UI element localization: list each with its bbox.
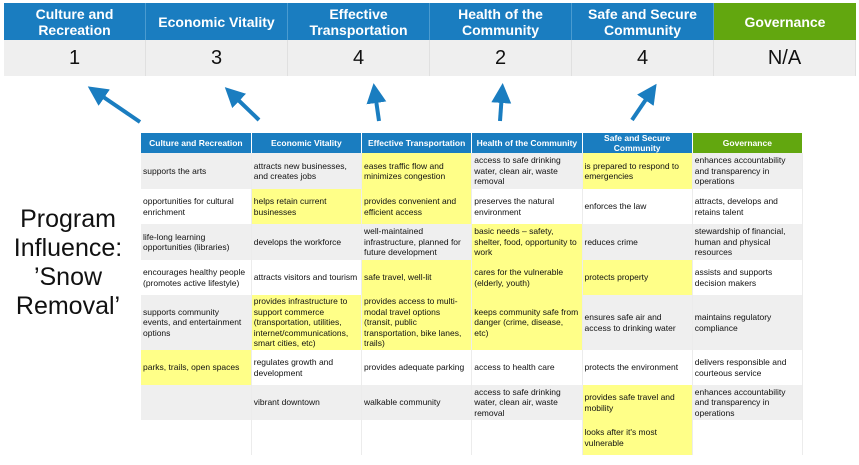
table-cell: attracts visitors and tourism xyxy=(251,260,363,295)
summary-scores: Culture and Recreation Economic Vitality E… xyxy=(4,3,856,76)
arrow-icon xyxy=(491,83,512,122)
table-row: parks, trails, open spaces regulates grow… xyxy=(141,350,804,385)
arrow-icon xyxy=(87,86,142,124)
table-cell: looks after it's most vulnerable xyxy=(582,420,693,455)
table-row: encourages healthy people (promotes acti… xyxy=(141,260,804,295)
summary-score: 4 xyxy=(288,40,430,76)
table-cell: cares for the vulnerable (elderly, youth… xyxy=(471,260,583,295)
column-header: Governance xyxy=(692,133,804,153)
summary-score: 3 xyxy=(146,40,288,76)
table-cell: reduces crime xyxy=(582,224,693,260)
table-cell: life-long learning opportunities (librar… xyxy=(141,224,252,260)
table-cell: protects the environment xyxy=(582,350,693,385)
column-header: Economic Vitality xyxy=(251,133,363,153)
table-cell: delivers responsible and courteous servi… xyxy=(692,350,804,385)
column-header: Health of the Community xyxy=(471,133,583,153)
summary-header: Culture and Recreation xyxy=(4,3,146,40)
table-cell: helps retain current businesses xyxy=(251,189,363,224)
column-header: Culture and Recreation xyxy=(141,133,252,153)
table-cell: is prepared to respond to emergencies xyxy=(582,153,693,189)
summary-score: 2 xyxy=(430,40,572,76)
table-row: opportunities for cultural enrichment hel… xyxy=(141,189,804,224)
table-cell: ensures safe air and access to drinking … xyxy=(582,295,693,350)
table-cell: parks, trails, open spaces xyxy=(141,350,252,385)
table-cell: develops the workforce xyxy=(251,224,363,260)
table-cell: provides safe travel and mobility xyxy=(582,385,693,420)
table-cell: supports community events, and entertain… xyxy=(141,295,252,350)
table-cell xyxy=(692,420,804,455)
summary-header: Health of the Community xyxy=(430,3,572,40)
table-cell: opportunities for cultural enrichment xyxy=(141,189,252,224)
table-cell: attracts, develops and retains talent xyxy=(692,189,804,224)
table-cell: maintains regulatory compliance xyxy=(692,295,804,350)
table-cell: access to safe drinking water, clean air… xyxy=(471,385,583,420)
summary-header: Safe and Secure Community xyxy=(572,3,714,40)
table-row: looks after it's most vulnerable xyxy=(141,420,804,455)
table-cell: access to health care xyxy=(471,350,583,385)
summary-header: Governance xyxy=(714,3,856,40)
table-cell: walkable community xyxy=(361,385,473,420)
table-cell: provides access to multi-modal travel op… xyxy=(361,295,473,350)
column-header: Effective Transportation xyxy=(361,133,473,153)
table-cell xyxy=(251,420,363,455)
arrow-icon xyxy=(366,83,387,122)
summary-score: 1 xyxy=(4,40,146,76)
table-cell: assists and supports decision makers xyxy=(692,260,804,295)
table-cell xyxy=(471,420,583,455)
table-cell: eases traffic flow and minimizes congest… xyxy=(361,153,473,189)
summary-header: Economic Vitality xyxy=(146,3,288,40)
program-title: Program Influence: ’Snow Removal’ xyxy=(13,205,123,320)
table-row: vibrant downtown walkable community access… xyxy=(141,385,804,420)
table-cell: attracts new businesses, and creates job… xyxy=(251,153,363,189)
table-cell: preserves the natural environment xyxy=(471,189,583,224)
table-cell: protects property xyxy=(582,260,693,295)
table-row: life-long learning opportunities (librar… xyxy=(141,224,804,260)
table-cell: provides adequate parking xyxy=(361,350,473,385)
table-cell: stewardship of financial, human and phys… xyxy=(692,224,804,260)
table-cell: regulates growth and development xyxy=(251,350,363,385)
influence-table: Culture and Recreation Economic Vitality E… xyxy=(141,133,804,455)
table-cell: enhances accountability and transparency… xyxy=(692,153,804,189)
table-cell xyxy=(141,385,252,420)
table-cell: access to safe drinking water, clean air… xyxy=(471,153,583,189)
column-header: Safe and Secure Community xyxy=(582,133,693,153)
table-cell: well-maintained infrastructure, planned … xyxy=(361,224,473,260)
table-cell xyxy=(141,420,252,455)
summary-score: 4 xyxy=(572,40,714,76)
table-cell: vibrant downtown xyxy=(251,385,363,420)
arrow-icon xyxy=(630,83,657,122)
arrow-icon xyxy=(224,87,261,122)
table-cell: encourages healthy people (promotes acti… xyxy=(141,260,252,295)
table-row: supports the arts attracts new businesses… xyxy=(141,153,804,189)
table-cell: keeps community safe from danger (crime,… xyxy=(471,295,583,350)
table-cell xyxy=(361,420,473,455)
table-cell: enforces the law xyxy=(582,189,693,224)
summary-header: Effective Transportation xyxy=(288,3,430,40)
summary-score: N/A xyxy=(714,40,856,76)
table-cell: enhances accountability and transparency… xyxy=(692,385,804,420)
table-cell: supports the arts xyxy=(141,153,252,189)
table-cell: safe travel, well-lit xyxy=(361,260,473,295)
table-cell: basic needs – safety, shelter, food, opp… xyxy=(471,224,583,260)
table-cell: provides infrastructure to support comme… xyxy=(251,295,363,350)
table-row: supports community events, and entertain… xyxy=(141,295,804,350)
table-cell: provides convenient and efficient access xyxy=(361,189,473,224)
